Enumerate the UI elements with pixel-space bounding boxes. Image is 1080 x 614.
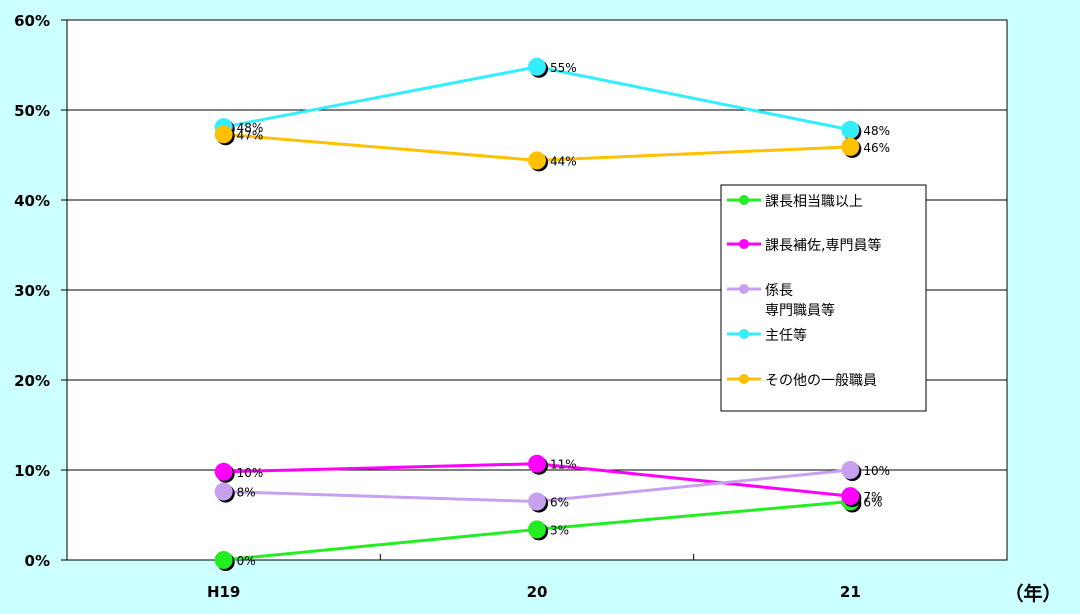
- legend-label: 係長: [765, 283, 793, 299]
- data-point: [841, 137, 860, 156]
- legend-marker: [739, 329, 749, 339]
- data-label: 7%: [863, 490, 882, 504]
- data-point: [528, 492, 546, 511]
- legend-marker: [739, 239, 749, 249]
- legend-marker: [739, 284, 749, 294]
- data-point: [214, 551, 233, 569]
- data-label: 11%: [550, 458, 577, 472]
- legend-box: [720, 184, 927, 412]
- x-tick-label: 21: [840, 583, 861, 601]
- data-label: 10%: [237, 466, 264, 480]
- legend-item: 課長補佐,専門員等: [727, 237, 881, 254]
- data-label: 8%: [237, 486, 256, 500]
- legend-marker: [739, 195, 749, 205]
- data-label: 46%: [863, 141, 890, 155]
- data-point: [841, 487, 860, 506]
- legend-item: 主任等: [727, 327, 807, 344]
- x-axis-unit-label: （年）: [1004, 582, 1061, 605]
- data-point: [528, 454, 546, 473]
- data-label: 47%: [237, 128, 264, 142]
- legend-label: 課長補佐,専門員等: [765, 237, 881, 254]
- x-tick-label: H19: [207, 583, 240, 601]
- data-point: [528, 151, 546, 170]
- data-label: 48%: [863, 124, 890, 138]
- y-tick-label: 40%: [14, 192, 50, 210]
- data-label: 10%: [863, 464, 890, 478]
- data-label: 6%: [550, 496, 569, 510]
- series-group: 10% 11% 7%: [214, 454, 882, 508]
- y-tick-label: 0%: [25, 552, 50, 570]
- legend-label: 主任等: [765, 327, 807, 344]
- legend-label: 専門職員等: [765, 302, 835, 319]
- data-label: 3%: [550, 523, 569, 537]
- data-point: [214, 462, 233, 481]
- y-tick-label: 30%: [14, 282, 50, 300]
- legend-item: その他の一般職員: [727, 373, 877, 389]
- data-label: 44%: [550, 154, 577, 168]
- legend-label: 課長相当職以上: [765, 194, 863, 210]
- data-label: 55%: [550, 61, 577, 75]
- data-label: 48%: [237, 121, 264, 135]
- data-label: 6%: [863, 496, 882, 510]
- y-tick-label: 20%: [14, 372, 50, 390]
- x-tick-label: 20: [527, 583, 548, 601]
- y-tick-label: 50%: [14, 102, 50, 120]
- data-point: [841, 461, 860, 479]
- y-tick-label: 60%: [14, 12, 50, 30]
- legend-item: 課長相当職以上: [727, 194, 863, 210]
- y-tick-label: 10%: [14, 462, 50, 480]
- series-group: 8% 6% 10%: [214, 461, 890, 513]
- legend-marker: [739, 374, 749, 384]
- legend-label: その他の一般職員: [765, 373, 877, 389]
- data-point: [214, 482, 233, 501]
- data-point: [214, 125, 233, 144]
- data-point: [528, 57, 546, 76]
- data-label: 0%: [237, 554, 256, 568]
- data-point: [528, 520, 546, 539]
- series-group: 47% 44% 46%: [214, 125, 890, 172]
- data-point: [841, 120, 860, 139]
